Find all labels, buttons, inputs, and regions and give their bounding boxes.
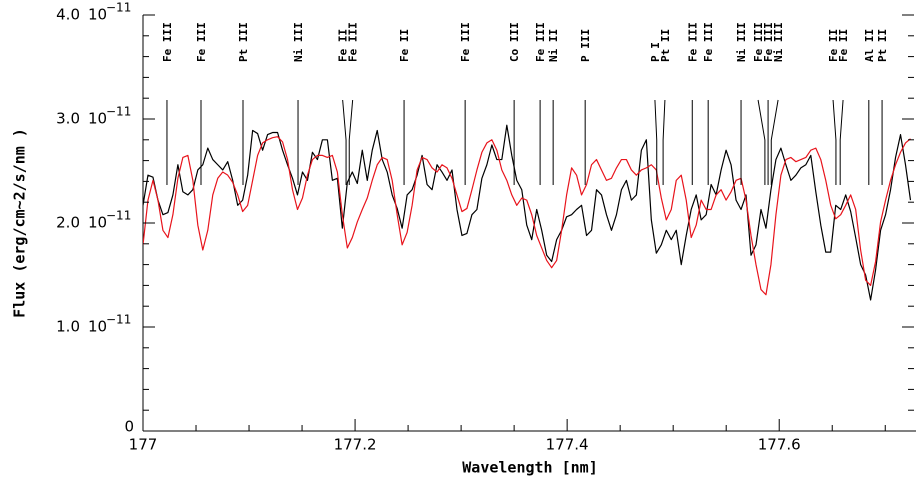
line-id-label: Ni II	[547, 29, 560, 62]
y-tick-multiplier-exponent: −11	[106, 313, 131, 327]
line-id-marker	[832, 99, 837, 185]
y-tick-multiplier-exponent: −11	[106, 105, 131, 119]
y-axis-label: Flux (erg/cm~2/s/nm )	[11, 128, 29, 318]
line-id-label: Fe III	[762, 22, 775, 62]
line-id-label: Pt II	[659, 29, 672, 62]
line-id-label: Fe II	[337, 29, 350, 62]
x-tick-label: 177.6	[758, 436, 801, 454]
line-id-label: Fe III	[702, 22, 715, 62]
line-id-label: P I	[649, 42, 662, 62]
line-id-marker	[654, 99, 658, 185]
y-tick-multiplier-base: 10	[88, 318, 107, 336]
spectrum-line	[143, 124, 912, 301]
line-id-label: P III	[579, 29, 592, 62]
line-id-marker	[348, 99, 354, 185]
x-tick-label: 177	[129, 436, 158, 454]
line-id-label: Fe III	[195, 22, 208, 62]
line-id-label: Fe II	[837, 29, 850, 62]
line-id-label: Ni III	[292, 22, 305, 62]
line-id-marker	[662, 99, 666, 185]
line-id-label: Fe II	[827, 29, 840, 62]
line-id-label: Ni III	[772, 22, 785, 62]
y-tick-label: 1.0	[56, 318, 80, 336]
line-id-label: Fe III	[752, 22, 765, 62]
line-id-label: Al II	[863, 29, 876, 62]
line-id-label: Pt II	[876, 29, 889, 62]
x-tick-label: 177.2	[334, 436, 377, 454]
line-id-label: Pt III	[237, 22, 250, 62]
y-tick-multiplier-exponent: −11	[106, 1, 131, 15]
line-id-marker	[342, 99, 347, 185]
line-id-label: Fe III	[347, 22, 360, 62]
line-id-label: Fe III	[459, 22, 472, 62]
y-tick-label: 2.0	[56, 214, 80, 232]
spectrum-line	[143, 136, 911, 296]
line-id-marker	[839, 99, 844, 185]
line-id-label: Fe III	[534, 22, 547, 62]
line-id-marker	[770, 99, 779, 185]
x-tick-label: 177.4	[546, 436, 589, 454]
y-tick-label: 4.0	[56, 6, 80, 24]
line-id-label: Co III	[508, 22, 521, 62]
y-tick-multiplier-base: 10	[88, 110, 107, 128]
y-tick-label: 0	[124, 418, 134, 436]
y-tick-multiplier-exponent: −11	[106, 209, 131, 223]
x-axis-label: Wavelength [nm]	[462, 459, 597, 477]
line-id-label: Fe III	[686, 22, 699, 62]
line-id-label: Fe III	[161, 22, 174, 62]
line-id-label: Fe II	[398, 29, 411, 62]
y-tick-label: 3.0	[56, 110, 80, 128]
line-id-marker	[757, 99, 766, 185]
plot-area	[143, 124, 912, 301]
y-tick-multiplier-base: 10	[88, 214, 107, 232]
line-id-label: Ni III	[735, 22, 748, 62]
y-tick-multiplier-base: 10	[88, 6, 107, 24]
